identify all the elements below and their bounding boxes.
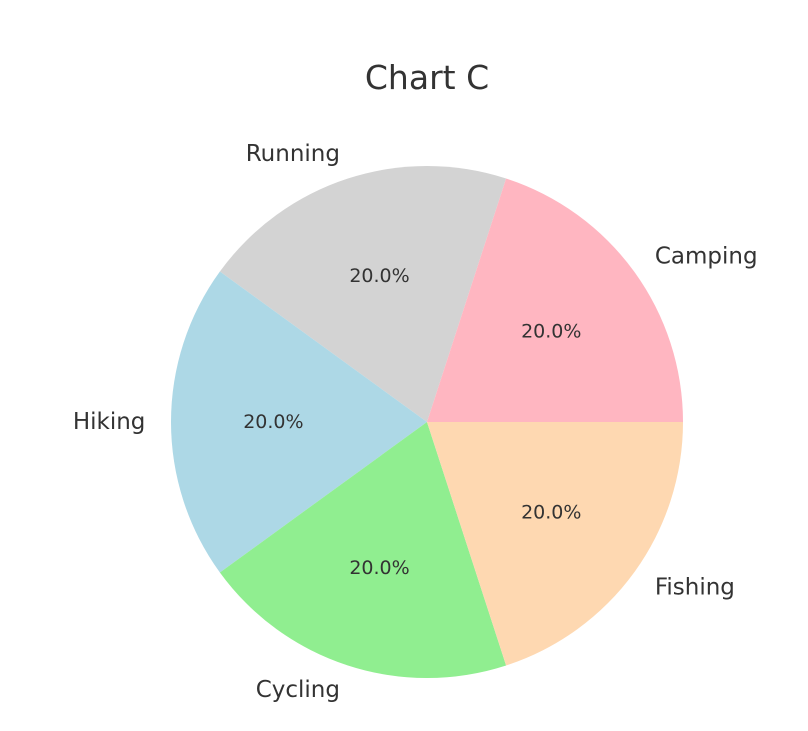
slice-hiking (171, 271, 427, 573)
pie-labels: Running 20.0% Hiking 20.0% Cycling 20.0% Fishi… (73, 141, 758, 703)
chart-title: Chart C (365, 58, 489, 97)
slice-label-camping: Camping (655, 243, 758, 269)
slice-label-cycling: Cycling (256, 677, 340, 703)
slice-percent-fishing: 20.0% (521, 501, 581, 523)
slice-label-hiking: Hiking (73, 409, 146, 435)
slice-camping (427, 178, 683, 422)
slice-running (219, 165, 507, 422)
slice-percent-running: 20.0% (349, 265, 409, 287)
slice-cycling (219, 422, 507, 678)
slice-percent-camping: 20.0% (521, 321, 581, 343)
slice-label-fishing: Fishing (655, 575, 735, 601)
pie-slices (171, 165, 683, 678)
slice-label-running: Running (246, 141, 340, 167)
slice-percent-cycling: 20.0% (349, 557, 409, 579)
slice-fishing (427, 422, 683, 666)
slice-percent-hiking: 20.0% (243, 411, 303, 433)
